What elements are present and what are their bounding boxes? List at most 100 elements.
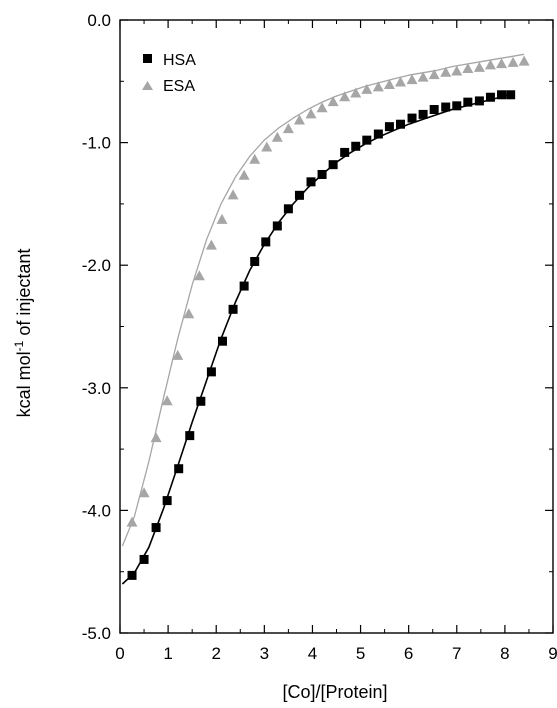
y-tick-label: 0.0 — [87, 11, 111, 30]
data-point-esa — [339, 91, 351, 102]
data-point-esa — [451, 65, 463, 76]
data-point-esa — [183, 308, 195, 319]
data-point-hsa — [340, 147, 350, 157]
x-tick-label: 9 — [548, 644, 557, 663]
data-point-esa — [406, 74, 418, 85]
fit-line-hsa — [121, 94, 510, 585]
y-tick-label: -1.0 — [82, 134, 111, 153]
axis-ticks: 0 1 2 3 4 5 6 7 8 9 0.0 -1.0 -2.0 -3.0 -4.0 -5.0 — [82, 11, 557, 663]
data-point-esa — [282, 123, 294, 134]
y-axis-title-suffix: of injectant — [14, 249, 34, 341]
x-tick-label: 3 — [260, 644, 269, 663]
data-point-hsa — [206, 367, 216, 377]
x-axis-title: [Co]/[Protein] — [282, 682, 387, 702]
y-axis-title-superscript: -1 — [12, 340, 26, 351]
x-tick-label: 6 — [404, 644, 413, 663]
x-tick-label: 7 — [452, 644, 461, 663]
y-axis-title-main: kcal mol — [14, 351, 34, 417]
data-point-esa — [372, 81, 384, 92]
data-point-hsa — [463, 97, 473, 107]
data-point-hsa — [441, 102, 451, 112]
data-point-hsa — [506, 90, 516, 100]
data-point-hsa — [384, 122, 394, 132]
y-tick-label: -2.0 — [82, 256, 111, 275]
data-point-esa — [205, 239, 217, 250]
y-tick-label: -3.0 — [82, 379, 111, 398]
data-point-hsa — [328, 160, 338, 170]
legend-label-esa: ESA — [163, 78, 195, 95]
fit-curves — [121, 53, 525, 585]
data-point-hsa — [407, 113, 417, 123]
data-point-hsa — [217, 336, 227, 346]
data-point-esa — [138, 487, 150, 498]
data-point-esa — [126, 516, 138, 527]
data-point-hsa — [228, 304, 238, 314]
data-point-hsa — [261, 237, 271, 247]
data-point-esa — [193, 270, 205, 281]
data-point-esa — [496, 58, 508, 69]
data-point-hsa — [283, 204, 293, 214]
data-point-esa — [271, 131, 283, 142]
legend-label-hsa: HSA — [163, 52, 196, 69]
data-point-hsa — [474, 96, 484, 106]
x-tick-label: 4 — [308, 644, 317, 663]
data-point-esa — [327, 96, 339, 107]
data-point-esa — [172, 349, 184, 360]
data-point-hsa — [151, 523, 161, 533]
data-point-hsa — [272, 221, 282, 231]
x-tick-label: 1 — [163, 644, 172, 663]
data-point-hsa — [185, 431, 195, 441]
data-point-hsa — [497, 90, 507, 100]
y-tick-label: -5.0 — [82, 624, 111, 643]
data-point-hsa — [317, 169, 327, 179]
data-point-esa — [216, 213, 228, 224]
data-point-esa — [417, 71, 429, 82]
data-point-hsa — [418, 109, 428, 119]
legend-marker-hsa — [143, 54, 152, 63]
legend-marker-esa — [142, 81, 153, 90]
data-point-hsa — [250, 257, 260, 267]
data-point-hsa — [485, 92, 495, 102]
data-point-hsa — [351, 141, 361, 151]
data-point-esa — [462, 63, 474, 74]
data-point-hsa — [395, 119, 405, 129]
x-tick-label: 0 — [115, 644, 124, 663]
data-point-hsa — [306, 177, 316, 187]
data-point-esa — [316, 102, 328, 113]
data-point-esa — [428, 69, 440, 80]
data-point-esa — [440, 66, 452, 77]
data-markers — [126, 55, 530, 580]
legend: HSA ESA — [142, 52, 196, 95]
data-point-hsa — [127, 570, 137, 580]
x-tick-label: 5 — [356, 644, 365, 663]
data-point-hsa — [162, 496, 172, 506]
data-point-esa — [473, 61, 485, 72]
x-tick-label: 2 — [211, 644, 220, 663]
data-point-esa — [227, 189, 239, 200]
data-point-esa — [383, 78, 395, 89]
data-point-hsa — [294, 190, 304, 200]
data-point-esa — [161, 395, 173, 406]
data-point-hsa — [139, 554, 149, 564]
data-point-hsa — [373, 129, 383, 139]
data-point-esa — [484, 59, 496, 70]
data-point-esa — [361, 83, 373, 94]
data-point-hsa — [452, 101, 462, 111]
data-point-hsa — [174, 464, 184, 474]
data-point-esa — [261, 141, 273, 152]
y-axis-title: kcal mol-1 of injectant — [12, 249, 34, 418]
data-point-hsa — [196, 396, 206, 406]
y-tick-label: -4.0 — [82, 501, 111, 520]
data-point-hsa — [429, 104, 439, 114]
data-point-esa — [249, 153, 261, 164]
x-tick-label: 8 — [500, 644, 509, 663]
data-point-esa — [150, 432, 162, 443]
data-point-esa — [507, 56, 519, 67]
data-point-esa — [293, 114, 305, 125]
data-point-esa — [238, 169, 250, 180]
data-point-esa — [350, 87, 362, 98]
data-point-hsa — [239, 281, 249, 291]
data-point-esa — [394, 76, 406, 87]
data-point-esa — [305, 108, 317, 119]
